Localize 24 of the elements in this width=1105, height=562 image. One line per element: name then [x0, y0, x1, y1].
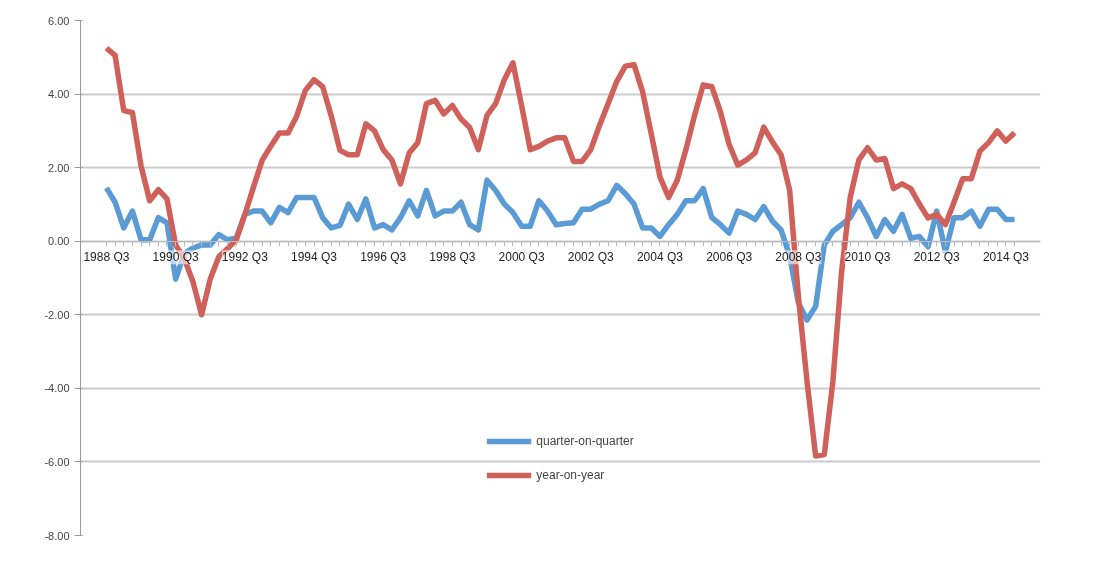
x-tick-label: 1994 Q3 [290, 250, 338, 265]
legend-label: year-on-year [536, 468, 605, 482]
x-tick-label: 1992 Q3 [221, 250, 269, 265]
x-tick-label: 1996 Q3 [360, 250, 407, 265]
x-tick-label: 1990 Q3 [152, 250, 199, 265]
legend-label: quarter-on-quarter [536, 434, 634, 448]
y-tick-label: 6.00 [48, 14, 70, 27]
y-tick-label: -6.00 [44, 455, 70, 468]
x-tick-label: 1988 Q3 [83, 250, 130, 265]
y-tick-label: 4.00 [48, 88, 70, 101]
x-tick-label: 2008 Q3 [775, 250, 822, 265]
x-tick-label: 2012 Q3 [913, 250, 961, 265]
x-tick-label: 2002 Q3 [567, 250, 615, 265]
y-tick-label: 2.00 [48, 161, 70, 174]
y-tick-label: -2.00 [44, 308, 70, 321]
x-tick-label: 2004 Q3 [636, 250, 684, 265]
x-tick-label: 2006 Q3 [706, 250, 753, 265]
x-tick-label: 2014 Q3 [982, 250, 1030, 265]
y-tick-label: -4.00 [44, 382, 70, 395]
x-tick-label: 2010 Q3 [844, 250, 891, 265]
y-tick-label: 0.00 [48, 235, 70, 248]
y-tick-label: -8.00 [44, 529, 70, 542]
x-tick-label: 1998 Q3 [429, 250, 476, 265]
x-tick-label: 2000 Q3 [498, 250, 545, 265]
